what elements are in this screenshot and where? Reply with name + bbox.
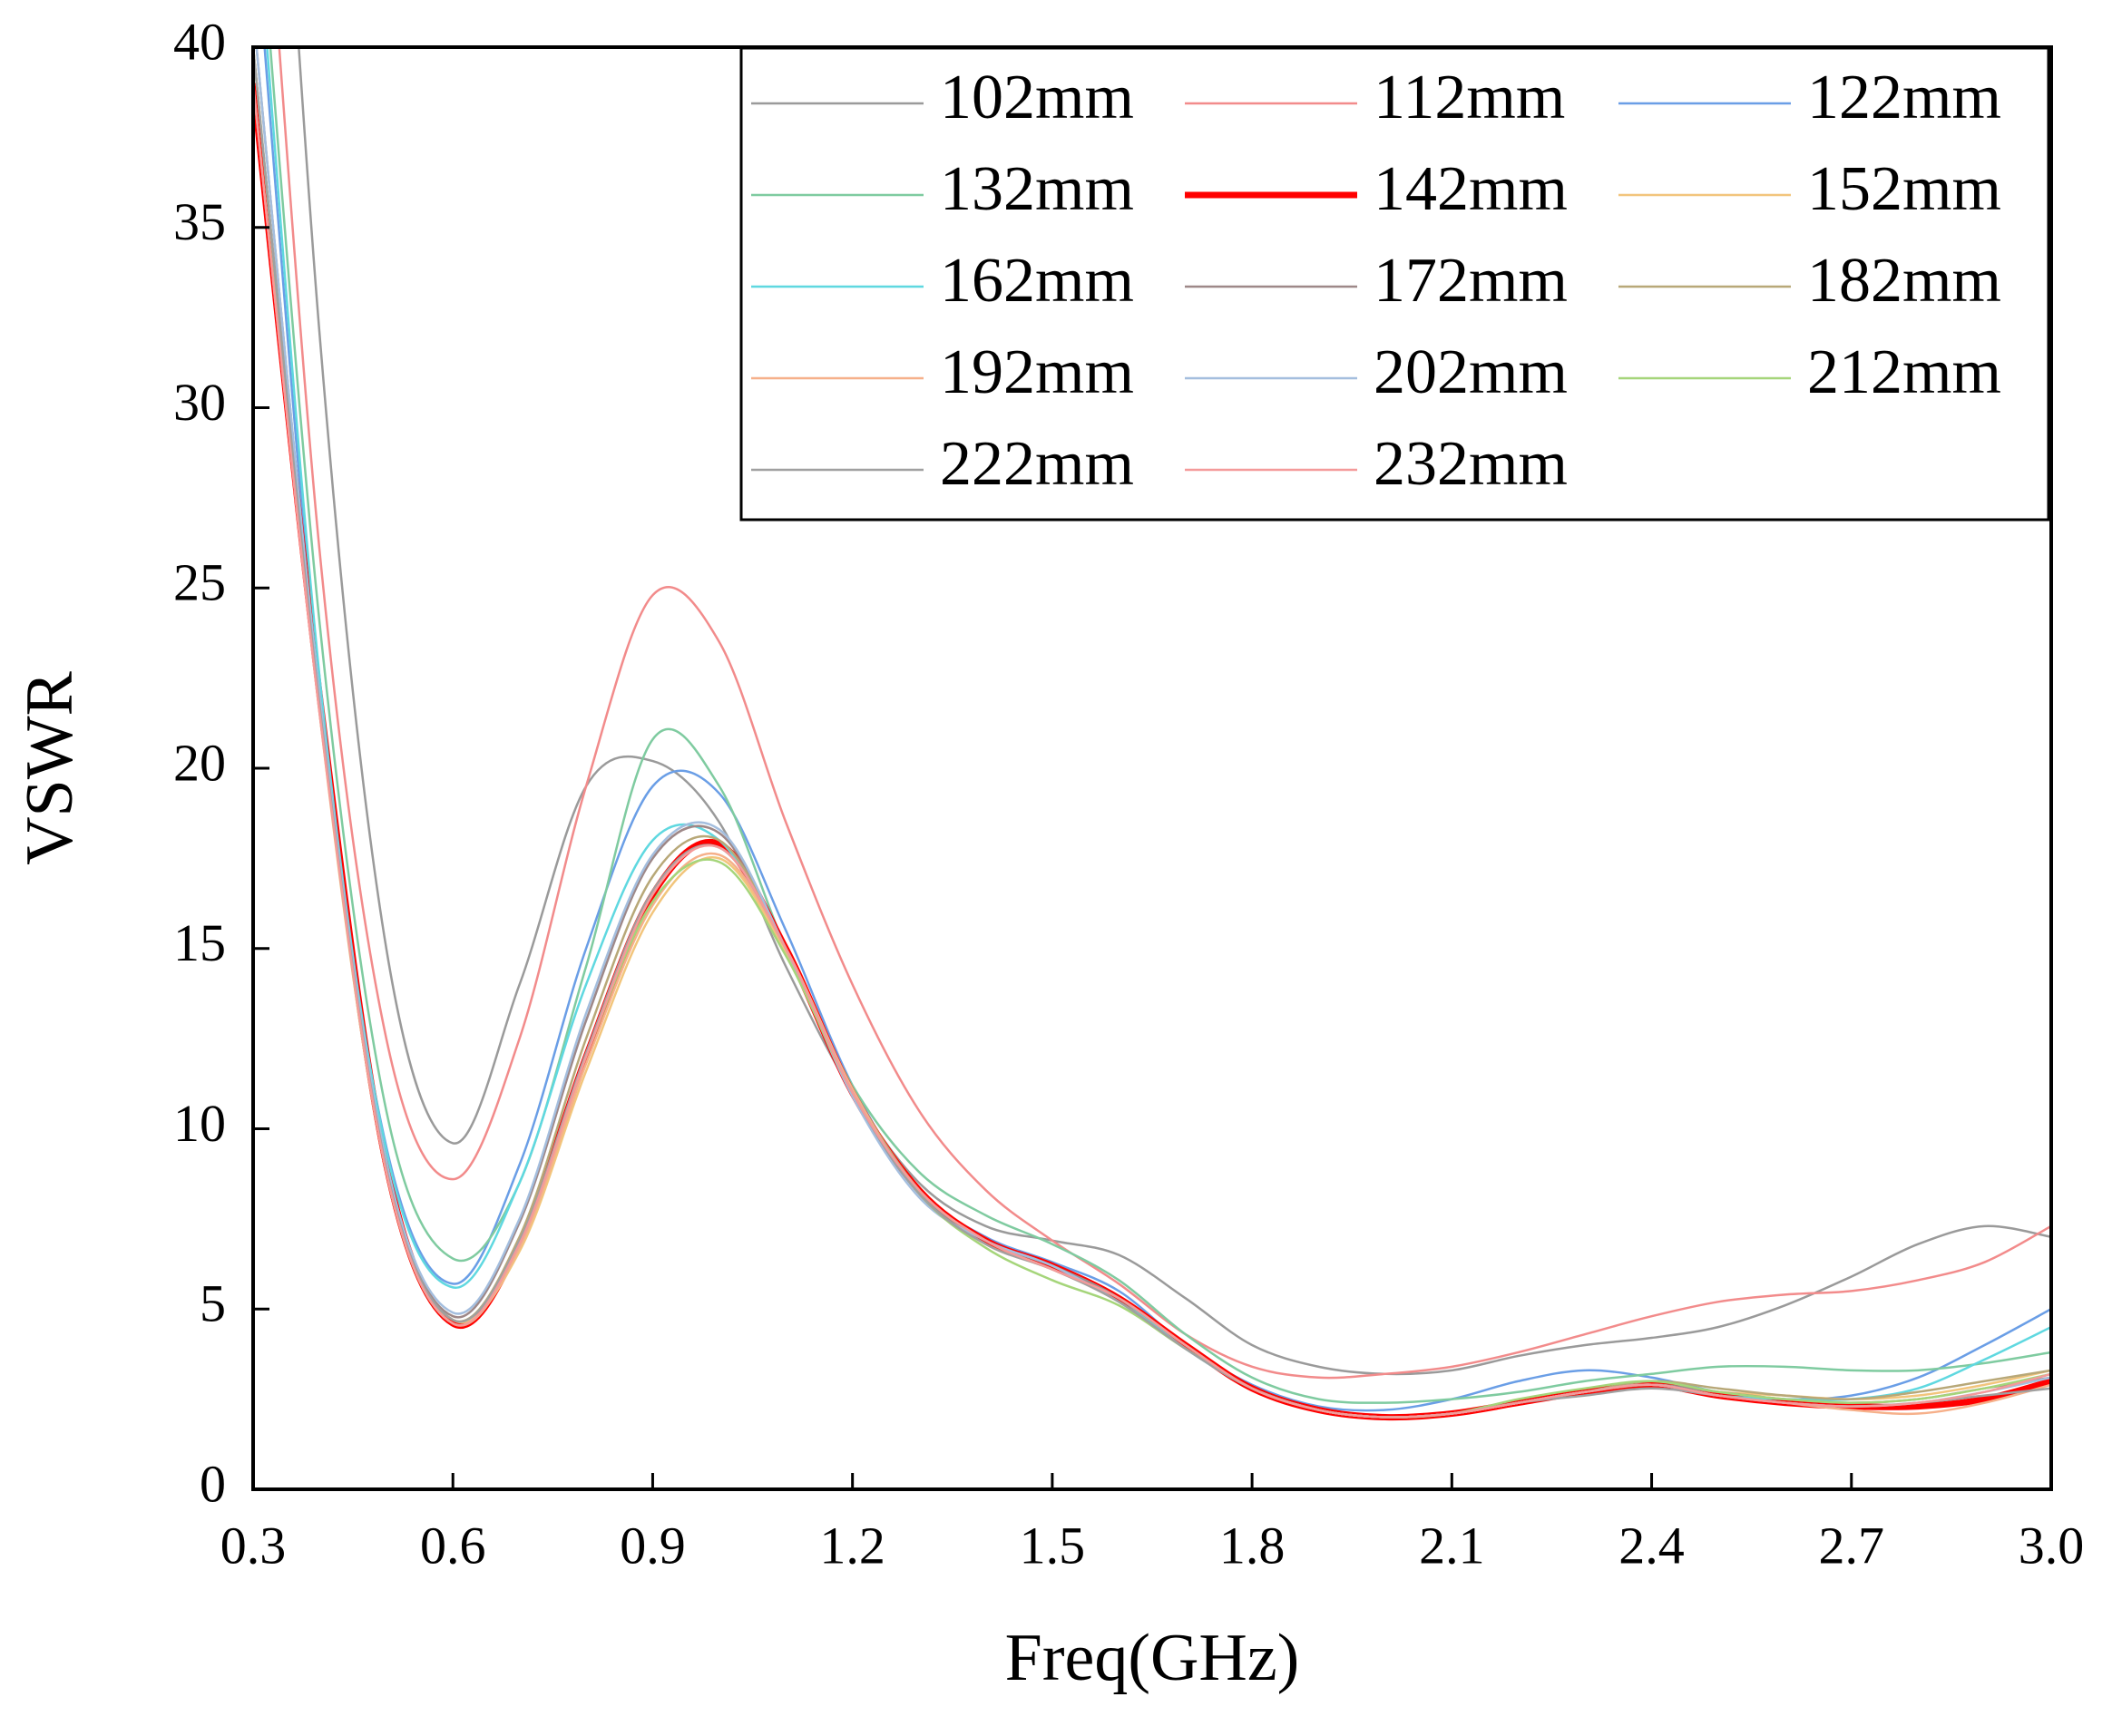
plot-lines <box>253 47 2051 1421</box>
x-tick-label: 0.9 <box>620 1516 686 1575</box>
x-tick-label: 0.6 <box>420 1516 486 1575</box>
legend-label: 152mm <box>1807 154 2001 224</box>
x-tick-label: 0.3 <box>220 1516 287 1575</box>
legend-label: 102mm <box>940 63 1134 132</box>
y-tick-label: 30 <box>173 373 226 432</box>
legend-label: 182mm <box>1807 246 2001 316</box>
legend-label: 122mm <box>1807 63 2001 132</box>
x-tick-label: 1.2 <box>819 1516 885 1575</box>
legend-label: 212mm <box>1807 337 2001 407</box>
y-tick-label: 0 <box>200 1454 226 1513</box>
x-tick-label: 1.5 <box>1020 1516 1086 1575</box>
x-tick-label: 1.8 <box>1219 1516 1286 1575</box>
y-axis-title: VSWR <box>13 670 87 864</box>
x-tick-label: 2.4 <box>1618 1516 1685 1575</box>
legend-label: 142mm <box>1374 154 1568 224</box>
legend-label: 202mm <box>1374 337 1568 407</box>
series-line <box>298 47 2051 1376</box>
y-tick-label: 35 <box>173 192 226 251</box>
legend-label: 172mm <box>1374 246 1568 316</box>
x-tick-label: 3.0 <box>2019 1516 2085 1575</box>
series-line <box>269 47 2051 1404</box>
x-tick-label: 2.7 <box>1819 1516 1885 1575</box>
x-axis-title: Freq(GHz) <box>1005 1621 1300 1695</box>
legend-label: 162mm <box>940 246 1134 316</box>
y-tick-label: 25 <box>173 553 226 612</box>
legend-label: 222mm <box>940 429 1134 499</box>
y-tick-label: 20 <box>173 733 226 792</box>
y-tick-label: 40 <box>173 12 226 71</box>
legend-label: 232mm <box>1374 429 1568 499</box>
x-tick-label: 2.1 <box>1419 1516 1485 1575</box>
y-tick-label: 5 <box>200 1274 226 1333</box>
legend-label: 112mm <box>1374 63 1565 132</box>
series-line <box>278 47 2051 1380</box>
y-tick-label: 15 <box>173 913 226 972</box>
series-line <box>253 83 2051 1419</box>
legend-label: 132mm <box>940 154 1134 224</box>
legend-label: 192mm <box>940 337 1134 407</box>
y-tick-label: 10 <box>173 1094 226 1153</box>
legend-box <box>739 46 2050 522</box>
